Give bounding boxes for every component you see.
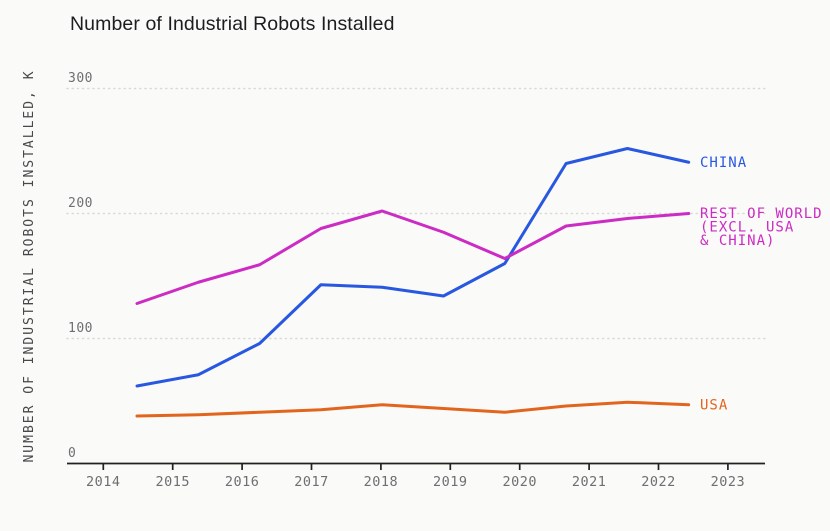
x-tick-label: 2020 bbox=[502, 474, 537, 490]
y-tick-label: 300 bbox=[68, 71, 93, 86]
legend-label-rest: REST OF WORLD bbox=[700, 206, 823, 222]
x-tick-label: 2023 bbox=[711, 474, 746, 490]
y-tick-label: 0 bbox=[68, 446, 76, 461]
x-tick-label: 2019 bbox=[433, 474, 468, 490]
x-tick-label: 2015 bbox=[155, 474, 190, 490]
chart-title: Number of Industrial Robots Installed bbox=[70, 13, 395, 35]
series-line-usa bbox=[135, 400, 691, 418]
series-line-china bbox=[135, 147, 691, 388]
legend-label-rest: (EXCL. USA bbox=[700, 220, 794, 236]
y-tick-label: 200 bbox=[68, 196, 93, 211]
legend-label-rest: & CHINA) bbox=[700, 233, 775, 249]
legend-label-usa: USA bbox=[700, 397, 728, 413]
x-tick-label: 2018 bbox=[364, 474, 399, 490]
x-tick-label: 2016 bbox=[225, 474, 260, 490]
legend-label-china: CHINA bbox=[700, 155, 747, 171]
x-tick-label: 2014 bbox=[86, 474, 121, 490]
series-line-rest bbox=[135, 209, 691, 305]
y-axis-title: NUMBER OF INDUSTRIAL ROBOTS INSTALLED, K bbox=[22, 69, 37, 462]
x-tick-label: 2022 bbox=[641, 474, 676, 490]
y-tick-label: 100 bbox=[68, 321, 93, 336]
x-tick-label: 2017 bbox=[294, 474, 329, 490]
x-tick-label: 2021 bbox=[572, 474, 607, 490]
